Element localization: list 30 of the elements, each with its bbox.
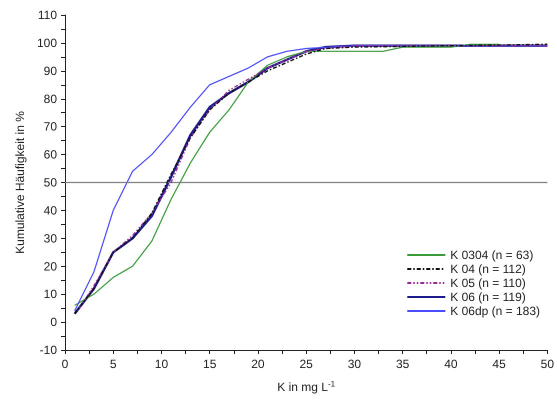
y-tick-label: 110 xyxy=(38,8,58,22)
x-tick-label: 30 xyxy=(348,357,362,371)
y-tick-label: 20 xyxy=(44,259,58,274)
y-axis-title: Kumulative Häufigkeit in % xyxy=(13,110,28,254)
legend-label: K 0304 (n = 63) xyxy=(450,248,534,262)
legend-label: K 04 (n = 112) xyxy=(450,262,526,276)
x-tick-label: 50 xyxy=(540,357,554,371)
legend-label: K 06 (n = 119) xyxy=(450,290,526,304)
y-tick-label: 50 xyxy=(44,176,58,190)
y-tick-label: 70 xyxy=(44,120,58,134)
y-tick-label: 60 xyxy=(44,148,58,162)
legend-label: K 06dp (n = 183) xyxy=(450,304,540,318)
y-tick-label: 0 xyxy=(50,315,58,330)
x-tick-label: 25 xyxy=(299,357,314,371)
legend-label: K 05 (n = 110) xyxy=(450,276,526,290)
x-tick-label: 45 xyxy=(492,357,506,371)
x-tick-label: 10 xyxy=(154,357,168,371)
y-tick-label: 10 xyxy=(44,287,58,302)
y-tick-label: 40 xyxy=(44,203,58,218)
y-tick-label: 30 xyxy=(44,231,58,246)
y-tick-label: 90 xyxy=(44,64,58,78)
x-tick-label: 15 xyxy=(203,357,217,371)
x-tick-label: 0 xyxy=(62,357,69,371)
x-tick-label: 40 xyxy=(444,357,458,371)
x-tick-label: 5 xyxy=(110,357,117,371)
x-tick-label: 20 xyxy=(251,357,265,371)
y-tick-label: 100 xyxy=(36,36,58,50)
y-tick-label: 80 xyxy=(44,92,58,106)
x-tick-label: 35 xyxy=(396,357,410,371)
y-tick-label: -10 xyxy=(40,343,58,357)
